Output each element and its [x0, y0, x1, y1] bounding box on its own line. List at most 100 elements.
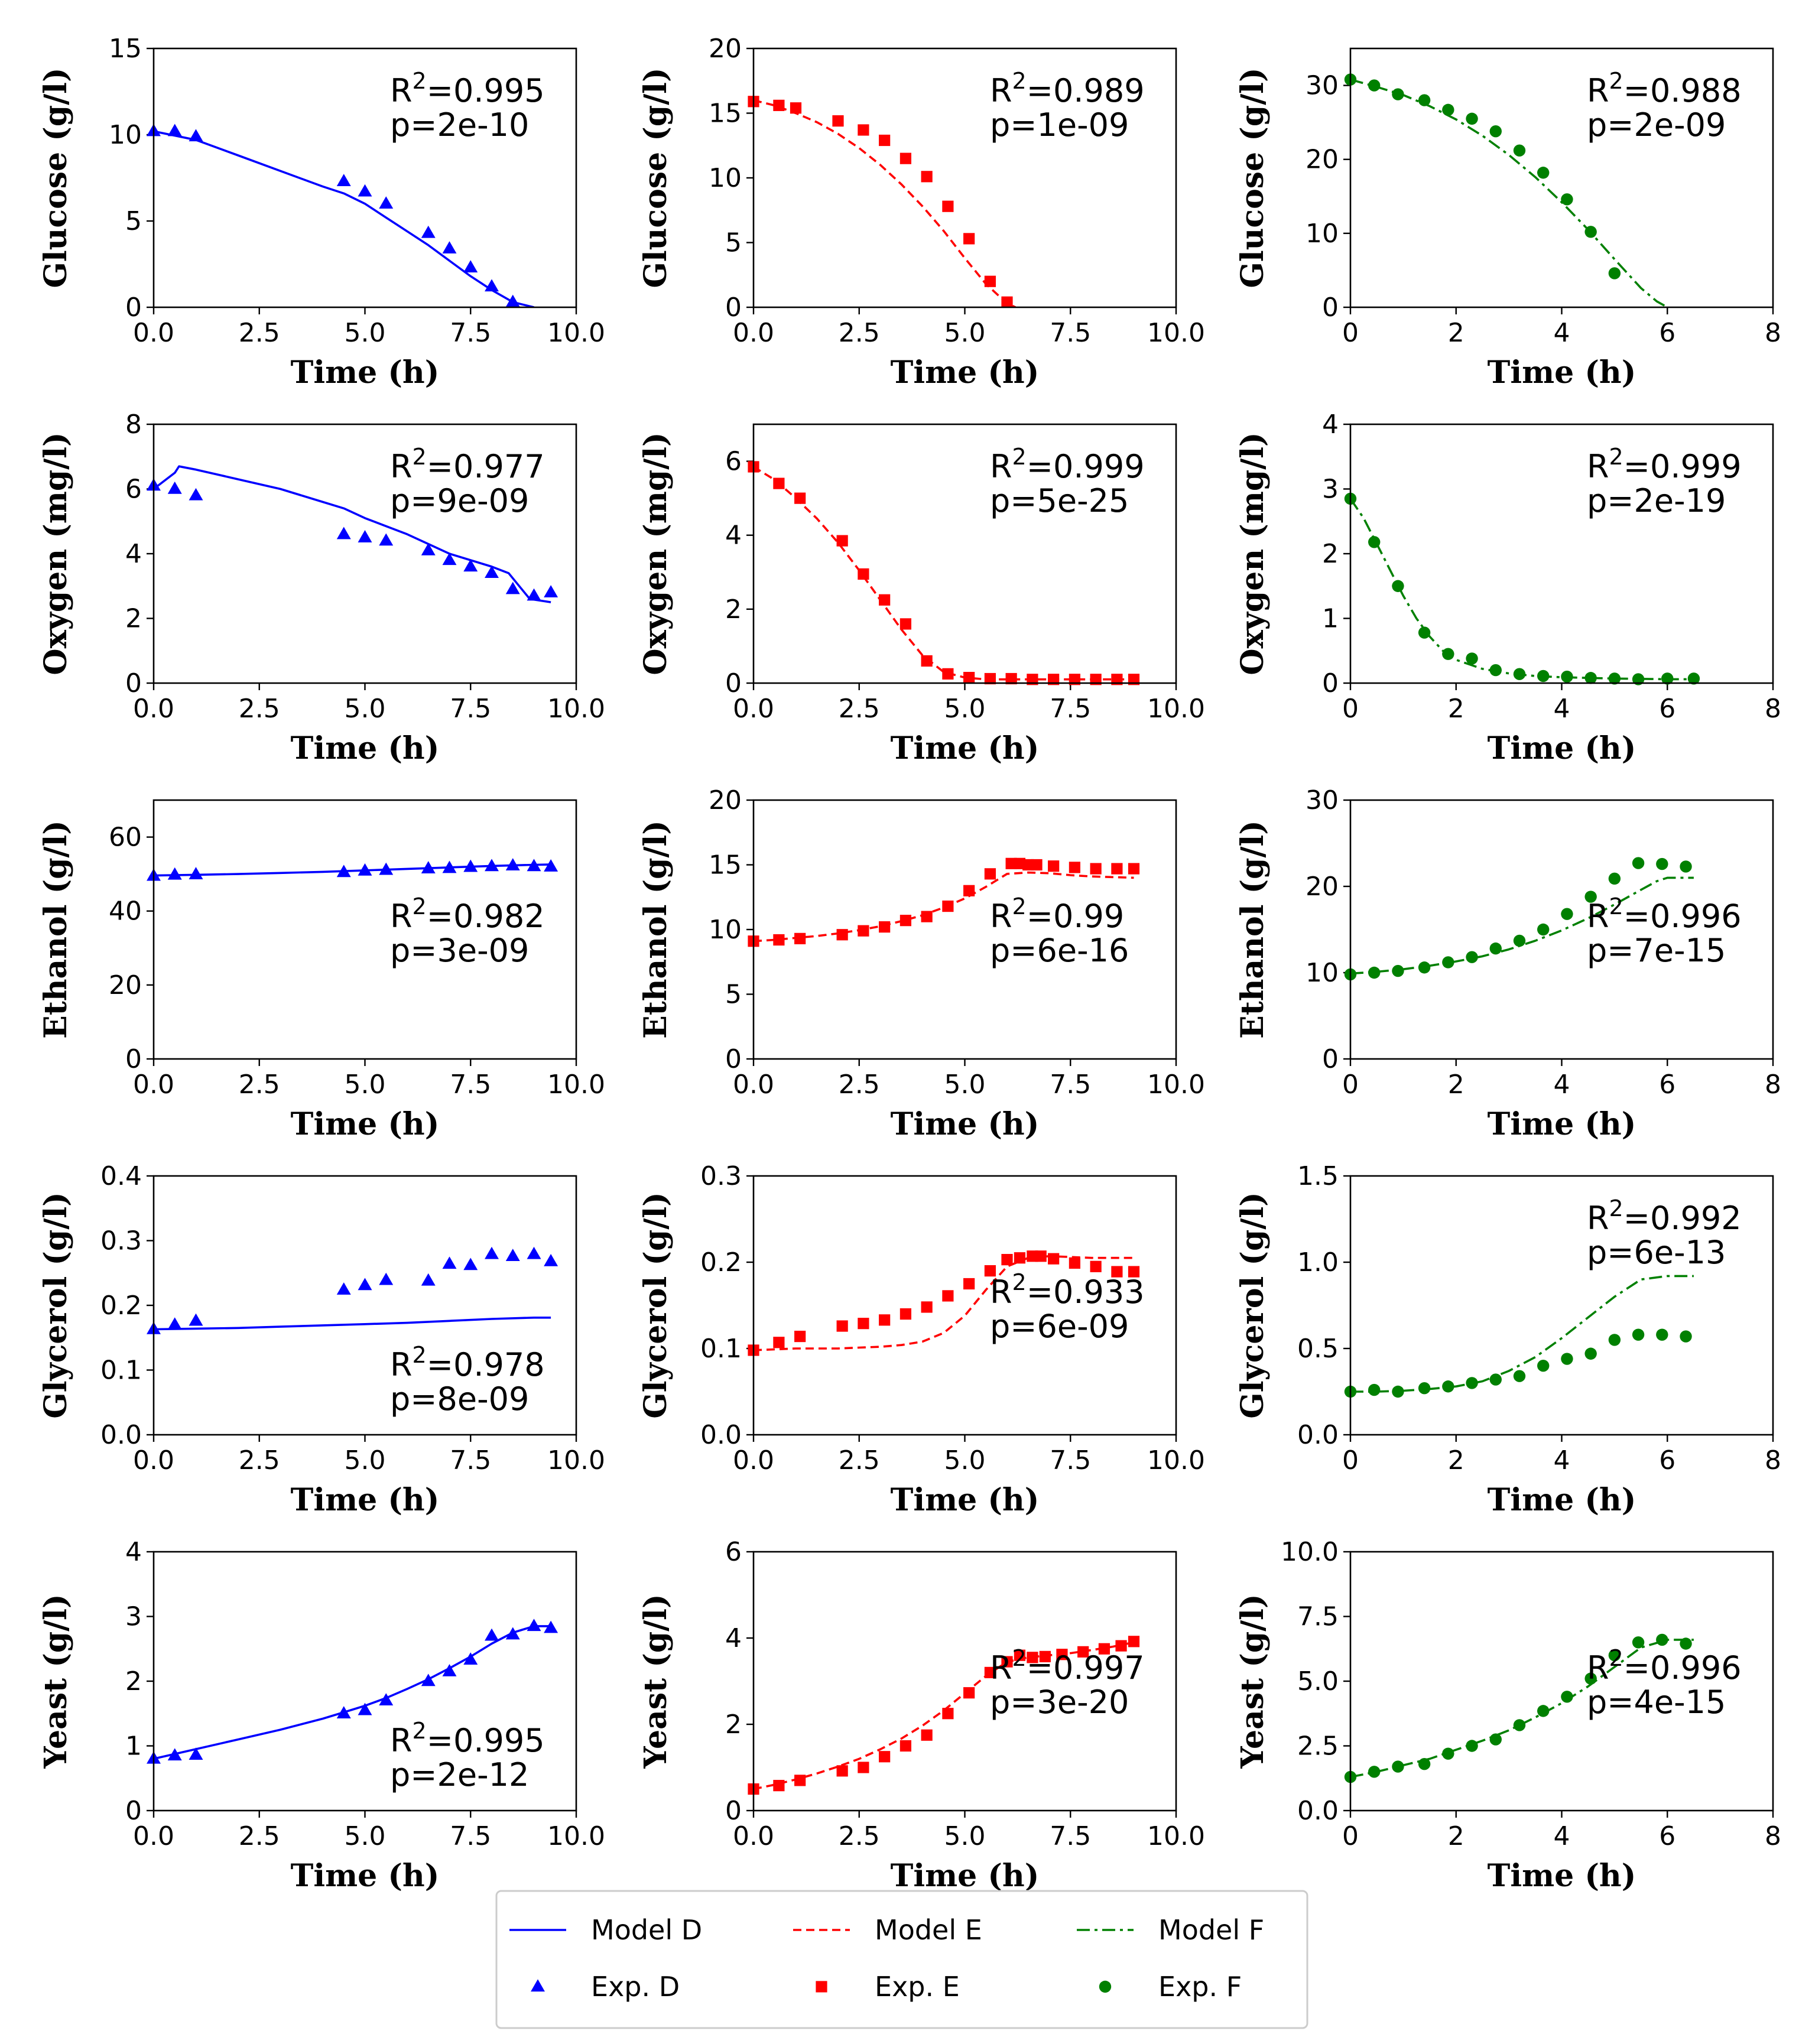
r-squared-symbol: R [990, 1273, 1012, 1311]
axes-frame [1349, 799, 1774, 1060]
exp-point-f [1368, 966, 1381, 979]
x-tick-label: 8 [1765, 318, 1781, 348]
p-value-annotation: p=3e-09 [390, 932, 529, 969]
r-squared-annotation: R2=0.977 [390, 444, 545, 485]
plot-area [754, 871, 1134, 943]
exp-point-e [1005, 672, 1017, 685]
exp-point-f [1489, 942, 1502, 955]
exp-point-e [1056, 1649, 1068, 1660]
r-squared-value: =0.999 [1027, 448, 1145, 485]
exp-point-d [189, 488, 203, 501]
p-value-annotation: p=2e-10 [390, 106, 529, 144]
exp-point-d [379, 1693, 394, 1706]
subplot-glucose-model-d: 0.0 2.5 5.0 7.5 10.0 0 5 10 15 Time (h) Glucose (g… [38, 34, 605, 391]
r-squared-symbol: R [1587, 1649, 1609, 1686]
exp-point-d [505, 294, 520, 307]
y-axis-label: Oxygen (mg/l) [638, 432, 674, 675]
r-squared-value: =0.933 [1027, 1273, 1145, 1311]
model-line-f [1350, 1275, 1694, 1393]
exp-point-d [485, 859, 499, 872]
exp-point-f [1656, 857, 1668, 870]
subplot-ethanol-model-e: 0.0 2.5 5.0 7.5 10.0 0 5 10 15 20 Time (h) Ethanol … [638, 785, 1205, 1142]
x-tick-label: 6 [1659, 1821, 1675, 1851]
exp-point-d [358, 1702, 372, 1715]
exp-point-e [942, 1708, 954, 1720]
exp-point-e [858, 1762, 869, 1773]
p-value-annotation: p=1e-09 [990, 106, 1129, 144]
r-squared-symbol: R [990, 898, 1012, 935]
exp-point-e [899, 618, 911, 630]
exp-point-f [1418, 94, 1431, 106]
exp-point-d [485, 566, 499, 579]
legend-entry-model-d: Model D [509, 1914, 702, 1946]
exp-point-f [1489, 1373, 1502, 1386]
exp-point-d [442, 1256, 457, 1269]
exp-point-f [1513, 1719, 1526, 1731]
exp-point-d [421, 225, 436, 238]
x-tick-label: 5.0 [944, 1821, 986, 1851]
r-squared-value: =0.978 [427, 1346, 545, 1383]
exp-point-f [1466, 951, 1478, 963]
exp-point-d [336, 174, 351, 187]
subplot-ethanol-model-d: 0.0 2.5 5.0 7.5 10.0 0 20 40 60 Time (h) Ethanol (… [38, 799, 605, 1142]
y-tick-label: 6 [725, 447, 742, 477]
legend-entry-exp-d: Exp. D [531, 1971, 680, 2003]
x-tick-label: 10.0 [1147, 318, 1205, 348]
y-tick-label: 2 [725, 1710, 742, 1740]
y-tick-label: 4 [125, 1537, 142, 1567]
x-tick-label: 10.0 [547, 1445, 605, 1476]
r-squared-value: =0.982 [427, 898, 545, 935]
exp-point-f [1584, 891, 1597, 903]
exp-point-f [1584, 226, 1597, 238]
exp-point-f [1584, 1347, 1597, 1360]
exp-point-d [463, 260, 478, 273]
x-tick-label: 2.5 [839, 318, 880, 348]
y-tick-label: 10 [709, 915, 742, 945]
exp-point-d [463, 559, 478, 572]
r-squared-symbol: R [390, 1346, 413, 1383]
x-tick-label: 0.0 [133, 1070, 174, 1100]
x-axis-label: Time (h) [1488, 355, 1636, 391]
exp-point-e [879, 594, 891, 606]
exp-point-f [1632, 1636, 1645, 1649]
x-axis-label: Time (h) [291, 1858, 440, 1894]
model-line-d [154, 130, 534, 307]
legend-marker-swatch [816, 1981, 827, 1993]
y-tick-label: 30 [1306, 785, 1339, 815]
x-tick-label: 7.5 [450, 1445, 491, 1476]
exp-point-d [505, 1249, 520, 1261]
r-squared-value: =0.992 [1623, 1200, 1742, 1237]
y-tick-label: 0 [1322, 668, 1339, 698]
x-tick-label: 0 [1342, 1070, 1359, 1100]
r-squared-annotation: R2=0.982 [390, 893, 545, 935]
exp-point-e [794, 1775, 806, 1786]
exp-point-d [167, 124, 182, 137]
x-tick-label: 10.0 [1147, 1070, 1205, 1100]
exp-point-e [1069, 1257, 1080, 1269]
exp-point-e [984, 868, 996, 880]
exp-point-d [527, 1619, 541, 1632]
exp-point-e [879, 1751, 891, 1763]
y-tick-label: 0 [125, 1044, 142, 1074]
x-tick-label: 0 [1342, 1821, 1359, 1851]
y-tick-label: 8 [125, 410, 142, 440]
y-tick-label: 5.0 [1297, 1666, 1339, 1697]
r-squared-symbol: R [390, 1722, 413, 1759]
axes-frame [1349, 1551, 1774, 1812]
y-tick-label: 4 [725, 1623, 742, 1653]
exp-point-f [1442, 648, 1454, 660]
exp-point-d [421, 1273, 436, 1286]
exp-point-e [899, 1740, 911, 1752]
exp-point-f [1656, 1328, 1668, 1341]
y-tick-label: 7.5 [1297, 1602, 1339, 1632]
r-squared-annotation: R2=0.996 [1587, 1645, 1742, 1686]
plot-area [754, 1641, 1134, 1790]
r-squared-annotation: R2=0.933 [990, 1269, 1145, 1311]
y-tick-label: 10.0 [1281, 1537, 1339, 1567]
r-squared-value: =0.995 [427, 72, 545, 109]
exp-point-f [1561, 1691, 1573, 1703]
exp-point-f [1442, 1747, 1454, 1760]
